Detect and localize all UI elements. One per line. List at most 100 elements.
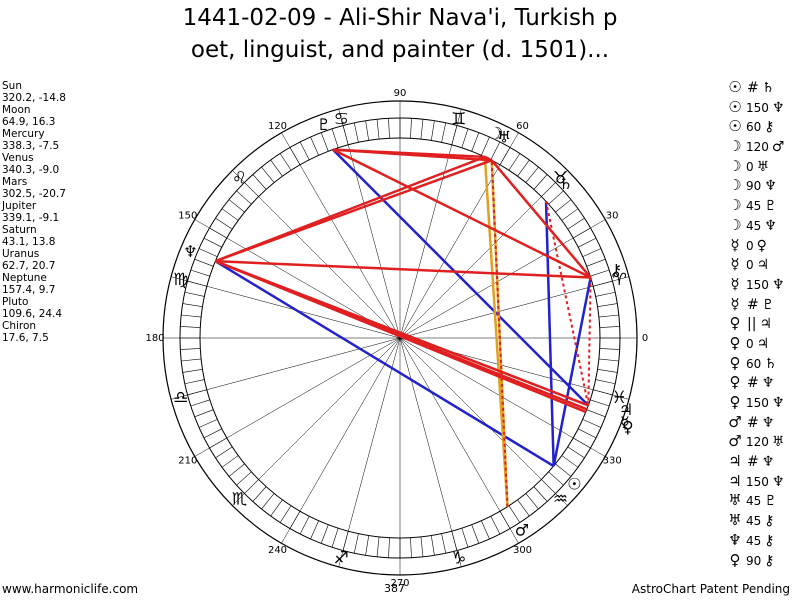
aspect-symbol: ♆: [771, 99, 785, 116]
aspect-planet-glyph: ♃: [728, 471, 742, 490]
aspect-planet-glyph: ☽: [728, 196, 742, 215]
zodiac-sign-glyph: ♑: [451, 548, 466, 568]
zodiac-sign-glyph: ♌: [232, 168, 247, 188]
footer-count: 387: [384, 582, 405, 595]
degree-label: 90: [394, 88, 407, 99]
degree-tick: [578, 237, 597, 248]
planet-glyph-uranus: ♅: [497, 127, 511, 146]
degree-tick: [508, 153, 521, 171]
aspect-planet-glyph: ♂: [728, 432, 742, 451]
aspect-row: ☽ 45 ♇: [726, 196, 800, 216]
aspect-row: ♃ 150 ♆: [726, 472, 800, 492]
degree-tick: [180, 348, 201, 350]
planet-name-moon: Moon: [2, 104, 31, 116]
planet-glyph-mercury: ☿: [620, 413, 630, 432]
planet-glyph-mars: ♂: [515, 520, 529, 539]
planet-position-uranus: 62.7, 20.7: [2, 260, 56, 272]
degree-tick: [490, 516, 501, 535]
aspect-row: ♅ 45 ⚷: [726, 511, 800, 531]
degree-tick: [461, 528, 469, 548]
degree-tick: [567, 217, 585, 230]
aspect-angle: 120: [746, 140, 769, 155]
planet-position-venus: 340.3, -9.0: [2, 164, 60, 176]
spoke-line: [171, 276, 401, 339]
spoke-line: [399, 337, 568, 506]
aspect-planet-glyph: ♆: [761, 375, 775, 392]
aspect-planet-glyph: ♆: [728, 530, 742, 549]
degree-tick: [441, 533, 447, 554]
degree-tick: [599, 326, 620, 328]
zodiac-sign-glyph: ♋: [334, 110, 349, 130]
zodiac-sign-glyph: ♓: [612, 388, 627, 408]
aspect-planet-glyph: ♀: [729, 373, 741, 392]
degree-tick: [270, 499, 283, 517]
aspect-row: ☉ 60 ⚷: [726, 117, 800, 137]
aspect-line: [545, 201, 590, 406]
aspect-planet-glyph: ♃: [728, 452, 742, 471]
degree-tick: [198, 419, 218, 428]
degree-tick: [261, 166, 275, 183]
degree-tick: [599, 348, 620, 350]
degree-tick: [228, 463, 245, 477]
degree-tick: [517, 159, 530, 177]
planet-name-chiron: Chiron: [2, 320, 37, 332]
degree-tick: [190, 269, 210, 277]
degree-tick: [597, 303, 618, 308]
aspect-symbol: #: [747, 375, 759, 392]
degree-tick: [270, 159, 283, 177]
aspect-planet-glyph: ☉: [728, 78, 742, 96]
degree-tick: [410, 537, 412, 558]
aspect-planet-glyph: ♀: [729, 550, 741, 569]
degree-tick: [299, 516, 310, 535]
footer-patent: AstroChart Patent Pending: [631, 582, 790, 596]
aspect-planet-glyph: ☿: [730, 274, 740, 293]
spoke-line: [399, 109, 462, 339]
aspect-row: ♀ 150 ♆: [726, 393, 800, 413]
planet-position-chiron: 17.6, 7.5: [2, 332, 49, 344]
degree-tick: [430, 120, 435, 141]
degree-tick: [420, 119, 424, 140]
aspect-planet-glyph: ♀: [729, 314, 741, 333]
degree-tick: [567, 446, 585, 459]
aspect-planet-glyph: ♀: [729, 393, 741, 411]
aspect-line: [215, 259, 591, 279]
degree-tick: [215, 446, 233, 459]
degree-tick: [236, 471, 252, 486]
degree-tick: [590, 399, 610, 407]
zodiac-sign-glyph: ♐: [334, 548, 349, 568]
aspect-angle: 60: [746, 356, 762, 371]
degree-tick: [331, 128, 339, 148]
degree-tick: [481, 520, 490, 540]
planet-position-moon: 64.9, 16.3: [2, 116, 56, 128]
spoke-line: [194, 337, 401, 457]
degree-tick: [236, 190, 252, 205]
aspect-row: ♀ 0 ♃: [726, 334, 800, 354]
planet-glyph-chiron: ⚷: [611, 260, 623, 279]
degree-tick: [471, 132, 480, 152]
zodiac-sign-glyph: ♒: [553, 490, 568, 510]
degree-tick: [595, 291, 616, 297]
planet-position-sun: 320.2, -14.8: [2, 92, 66, 104]
aspect-line: [544, 201, 555, 467]
chart-title: 1441-02-09 - Ali-Shir Nava'i, Turkish p …: [0, 2, 800, 66]
degree-tick: [555, 199, 572, 213]
aspect-angle: 90: [746, 553, 762, 568]
degree-tick: [228, 199, 245, 213]
degree-label: 180: [145, 333, 164, 344]
aspect-planet-glyph: ☉: [728, 97, 742, 116]
aspect-angle: 90: [746, 179, 762, 194]
degree-tick: [555, 463, 572, 477]
planet-position-jupiter: 339.1, -9.1: [2, 212, 60, 224]
footer-website[interactable]: www.harmoniclife.com: [2, 582, 139, 596]
aspect-symbol: ♄: [764, 355, 777, 372]
spoke-line: [399, 219, 606, 339]
degree-tick: [194, 258, 214, 267]
planet-glyph-neptune: ♆: [183, 242, 197, 261]
aspect-line: [490, 160, 509, 507]
aspect-row: ☿ 0 ♃: [726, 255, 800, 275]
degree-tick: [430, 535, 435, 556]
degree-tick: [279, 505, 292, 523]
zodiac-sign-glyph: ♍: [173, 270, 188, 290]
degree-tick: [184, 291, 205, 297]
aspect-planet-glyph: ♃: [759, 316, 772, 333]
